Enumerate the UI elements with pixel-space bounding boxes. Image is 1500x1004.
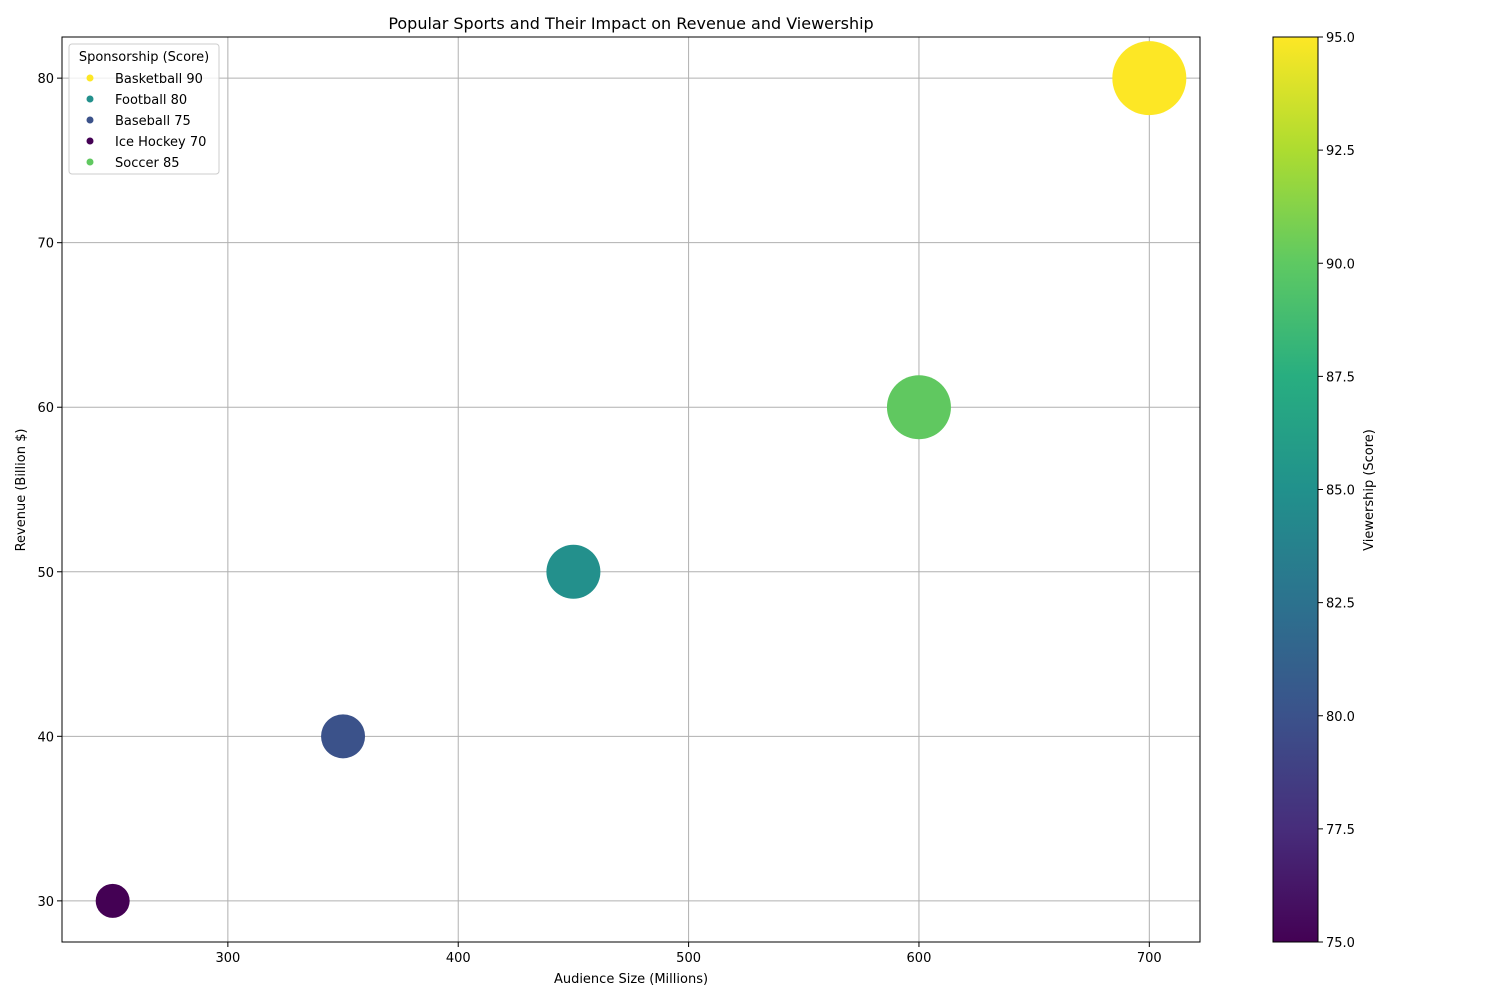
legend-box <box>68 43 220 175</box>
colorbar-tick-label: 87.5 <box>1326 370 1355 385</box>
legend-marker <box>86 74 94 82</box>
colorbar-gradient <box>1272 36 1319 943</box>
legend: Sponsorship (Score) Basketball 90 Footbal… <box>68 43 220 175</box>
colorbar-tick-label: 80.0 <box>1326 710 1355 725</box>
colorbar-tick-label: 92.5 <box>1326 144 1355 159</box>
data-point-baseball <box>321 714 366 759</box>
plot-frame <box>61 36 1201 943</box>
x-tick-label: 500 <box>676 951 701 966</box>
legend-entry: Baseball 75 <box>115 114 191 129</box>
legend-entry: Football 80 <box>115 93 187 108</box>
grid-lines <box>62 37 1200 942</box>
colorbar-tick-label: 82.5 <box>1326 597 1355 612</box>
data-point-football <box>546 544 601 599</box>
y-tick-label: 40 <box>37 730 54 745</box>
x-tick-label: 300 <box>215 951 240 966</box>
colorbar-ticks: 75.0 77.5 80.0 82.5 85.0 87.5 90.0 92.5 95.0 <box>1318 31 1355 951</box>
colorbar-tick-label: 77.5 <box>1326 823 1355 838</box>
x-axis-label: Audience Size (Millions) <box>554 972 708 987</box>
colorbar-label: Viewership (Score) <box>1362 429 1377 551</box>
legend-entry: Ice Hockey 70 <box>115 135 206 150</box>
colorbar-tick-label: 90.0 <box>1326 257 1355 272</box>
y-tick-label: 30 <box>37 895 54 910</box>
y-axis-ticks: 30 40 50 60 70 80 <box>37 72 62 910</box>
data-point-ice-hockey <box>95 883 130 918</box>
y-tick-label: 60 <box>37 401 54 416</box>
x-tick-label: 700 <box>1137 951 1162 966</box>
legend-marker <box>86 137 94 145</box>
x-tick-label: 600 <box>907 951 932 966</box>
colorbar: 75.0 77.5 80.0 82.5 85.0 87.5 90.0 92.5 95.0 Vie… <box>1272 31 1377 951</box>
legend-entries: Basketball 90 Football 80 Baseball 75 Ice H… <box>86 72 206 171</box>
colorbar-tick-label: 75.0 <box>1326 936 1355 951</box>
plot-area <box>62 37 1200 942</box>
colorbar-tick-label: 85.0 <box>1326 484 1355 499</box>
y-tick-label: 50 <box>37 566 54 581</box>
x-tick-label: 400 <box>446 951 471 966</box>
legend-marker <box>86 158 94 166</box>
legend-marker <box>86 95 94 103</box>
y-tick-label: 80 <box>37 72 54 87</box>
chart-title: Popular Sports and Their Impact on Reven… <box>388 14 873 33</box>
y-axis-label: Revenue (Billion $) <box>14 429 29 552</box>
data-points <box>95 41 1187 918</box>
legend-title: Sponsorship (Score) <box>79 50 209 65</box>
y-tick-label: 70 <box>37 237 54 252</box>
data-point-soccer <box>886 375 951 440</box>
x-axis-ticks: 300 400 500 600 700 <box>215 942 1162 966</box>
legend-entry: Soccer 85 <box>115 156 180 171</box>
colorbar-tick-label: 95.0 <box>1326 31 1355 46</box>
data-point-basketball <box>1112 41 1187 116</box>
legend-marker <box>86 116 94 124</box>
legend-entry: Basketball 90 <box>115 72 203 87</box>
